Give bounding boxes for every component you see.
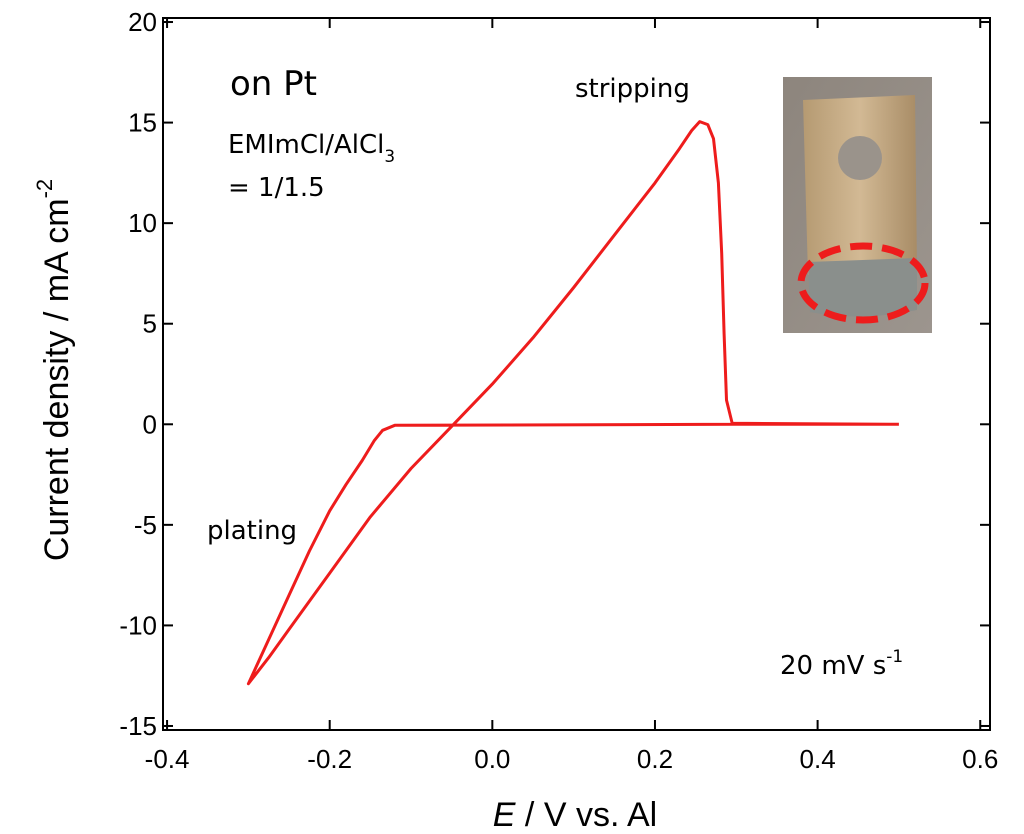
y-axis-label: Current density / mA cm-2	[32, 179, 76, 561]
plot-frame	[162, 17, 991, 731]
y-tick-label: -15	[119, 711, 157, 741]
y-tick-label: -5	[134, 510, 157, 540]
y-label-text: Current density / mA cm	[38, 198, 76, 561]
x-tick-label: -0.4	[145, 744, 190, 774]
x-tick-label: 0.6	[962, 744, 998, 774]
y-tick-label: 5	[143, 309, 157, 339]
y-tick-label: -10	[119, 610, 157, 640]
annotation: stripping	[575, 74, 690, 104]
x-label-italic: E	[493, 796, 516, 834]
y-label-sup: -2	[32, 179, 57, 199]
annotation: on Pt	[230, 64, 317, 104]
annotation-sub: 3	[384, 146, 395, 166]
x-tick-label: 0.0	[474, 744, 510, 774]
annotation: EMImCl/AlCl3	[228, 130, 395, 166]
annotation-text: EMImCl/AlCl	[228, 130, 384, 160]
y-tick-label: 20	[128, 7, 157, 37]
x-tick-label: 0.2	[637, 744, 673, 774]
annotation-sup: -1	[886, 646, 903, 666]
x-tick-label: 0.4	[800, 744, 836, 774]
annotation-text: on Pt	[230, 64, 317, 104]
x-label-text: / V vs. Al	[515, 796, 657, 834]
annotation: 20 mV s-1	[780, 646, 903, 681]
y-tick-label: 15	[128, 108, 157, 138]
y-tick-label: 10	[128, 208, 157, 238]
inset-photo	[783, 77, 932, 333]
annotation-text: 20 mV s	[780, 651, 886, 681]
x-axis-label: E / V vs. Al	[493, 796, 657, 834]
annotation-text: stripping	[575, 74, 690, 104]
annotation: plating	[207, 516, 297, 546]
x-tick-label: -0.2	[307, 744, 352, 774]
y-tick-label: 0	[143, 409, 157, 439]
annotation-text: = 1/1.5	[228, 173, 325, 203]
annotation-text: plating	[207, 516, 297, 546]
annotation: = 1/1.5	[228, 173, 325, 203]
cv-curve	[246, 120, 899, 686]
